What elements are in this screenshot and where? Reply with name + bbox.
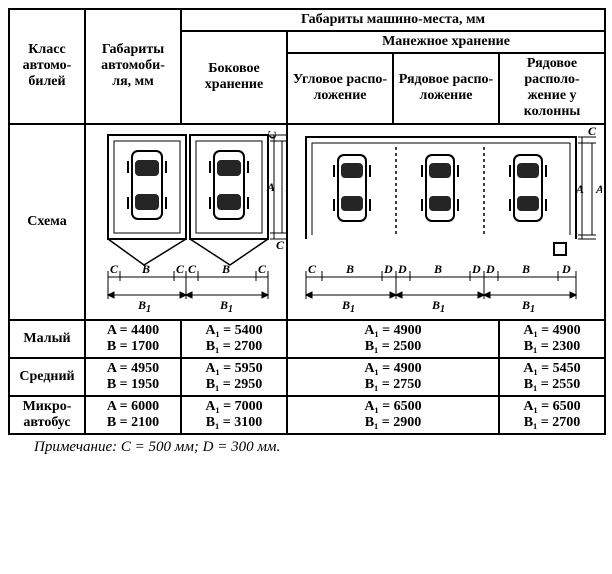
diagram-side-storage: C A A1 C xyxy=(90,127,286,317)
svg-text:D: D xyxy=(471,262,481,276)
svg-text:B: B xyxy=(221,262,230,276)
svg-text:C: C xyxy=(258,262,267,276)
scheme-arena: C A A1 xyxy=(287,124,605,320)
svg-text:D: D xyxy=(561,262,571,276)
hdr-top-text: Габариты машино-места, мм xyxy=(301,12,485,27)
hdr-corner-text: Угловое распо-ложение xyxy=(293,72,387,103)
table-row: Малый A = 4400B = 1700 A₁ = 5400B₁ = 270… xyxy=(9,320,605,358)
hdr-corner: Угловое распо-ложение xyxy=(287,53,393,123)
hdr-side-text: Боковое хранение xyxy=(205,61,263,92)
row-dims: A = 6000B = 2100 xyxy=(85,396,181,434)
parking-dimensions-table: Класс автомо-билей Габариты автомоби-ля,… xyxy=(8,8,606,435)
svg-text:D: D xyxy=(383,262,393,276)
svg-text:C: C xyxy=(110,262,119,276)
hdr-top: Габариты машино-места, мм xyxy=(181,9,605,31)
scheme-label: Схема xyxy=(27,214,66,229)
row-arena2: A₁ = 5450B₁ = 2550 xyxy=(499,358,605,396)
svg-text:A1: A1 xyxy=(285,180,286,197)
svg-text:C: C xyxy=(276,238,285,252)
diagram-arena-storage: C A A1 xyxy=(292,127,602,317)
table-row: Средний A = 4950B = 1950 A₁ = 5950B₁ = 2… xyxy=(9,358,605,396)
svg-text:B1: B1 xyxy=(341,298,355,315)
row-arena2: A₁ = 6500B₁ = 2700 xyxy=(499,396,605,434)
hdr-arena-text: Манежное хранение xyxy=(382,34,510,49)
svg-text:A1: A1 xyxy=(595,182,602,199)
row-name: Малый xyxy=(9,320,85,358)
hdr-class: Класс автомо-билей xyxy=(9,9,85,124)
svg-text:A: A xyxy=(575,182,584,196)
row-arena1: A₁ = 4900B₁ = 2750 xyxy=(287,358,499,396)
hdr-rowcol: Рядовое располо-жение у колонны xyxy=(499,53,605,123)
svg-text:B: B xyxy=(141,262,150,276)
svg-text:B1: B1 xyxy=(219,298,233,315)
svg-text:C: C xyxy=(265,130,279,139)
row-side: A₁ = 5950B₁ = 2950 xyxy=(181,358,287,396)
svg-text:B1: B1 xyxy=(137,298,151,315)
footnote-text: Примечание: C = 500 мм; D = 300 мм. xyxy=(34,439,280,455)
hdr-side: Боковое хранение xyxy=(181,31,287,123)
row-dims: A = 4400B = 1700 xyxy=(85,320,181,358)
row-name: Микро-автобус xyxy=(9,396,85,434)
svg-text:C: C xyxy=(308,262,317,276)
hdr-row: Рядовое распо-ложение xyxy=(393,53,499,123)
svg-text:A: A xyxy=(266,180,275,194)
hdr-row-text: Рядовое распо-ложение xyxy=(399,72,493,103)
svg-text:C: C xyxy=(188,262,197,276)
svg-text:D: D xyxy=(397,262,407,276)
svg-text:B: B xyxy=(521,262,530,276)
row-arena1: A₁ = 4900B₁ = 2500 xyxy=(287,320,499,358)
svg-text:C: C xyxy=(176,262,185,276)
row-side: A₁ = 7000B₁ = 3100 xyxy=(181,396,287,434)
row-name: Средний xyxy=(9,358,85,396)
hdr-arena: Манежное хранение xyxy=(287,31,605,53)
row-arena2: A₁ = 4900B₁ = 2300 xyxy=(499,320,605,358)
svg-text:D: D xyxy=(485,262,495,276)
scheme-side: C A A1 C xyxy=(85,124,287,320)
table-row: Микро-автобус A = 6000B = 2100 A₁ = 7000… xyxy=(9,396,605,434)
hdr-rowcol-text: Рядовое располо-жение у колонны xyxy=(524,56,581,119)
row-arena1: A₁ = 6500B₁ = 2900 xyxy=(287,396,499,434)
footnote: Примечание: C = 500 мм; D = 300 мм. xyxy=(8,435,604,456)
svg-text:B: B xyxy=(345,262,354,276)
svg-text:B1: B1 xyxy=(431,298,445,315)
row-side: A₁ = 5400B₁ = 2700 xyxy=(181,320,287,358)
row-dims: A = 4950B = 1950 xyxy=(85,358,181,396)
hdr-dims-text: Габариты автомоби-ля, мм xyxy=(101,42,165,89)
hdr-dims: Габариты автомоби-ля, мм xyxy=(85,9,181,124)
svg-text:B1: B1 xyxy=(521,298,535,315)
svg-text:C: C xyxy=(588,127,597,138)
hdr-class-text: Класс автомо-билей xyxy=(23,42,72,89)
scheme-label-cell: Схема xyxy=(9,124,85,320)
svg-text:B: B xyxy=(433,262,442,276)
